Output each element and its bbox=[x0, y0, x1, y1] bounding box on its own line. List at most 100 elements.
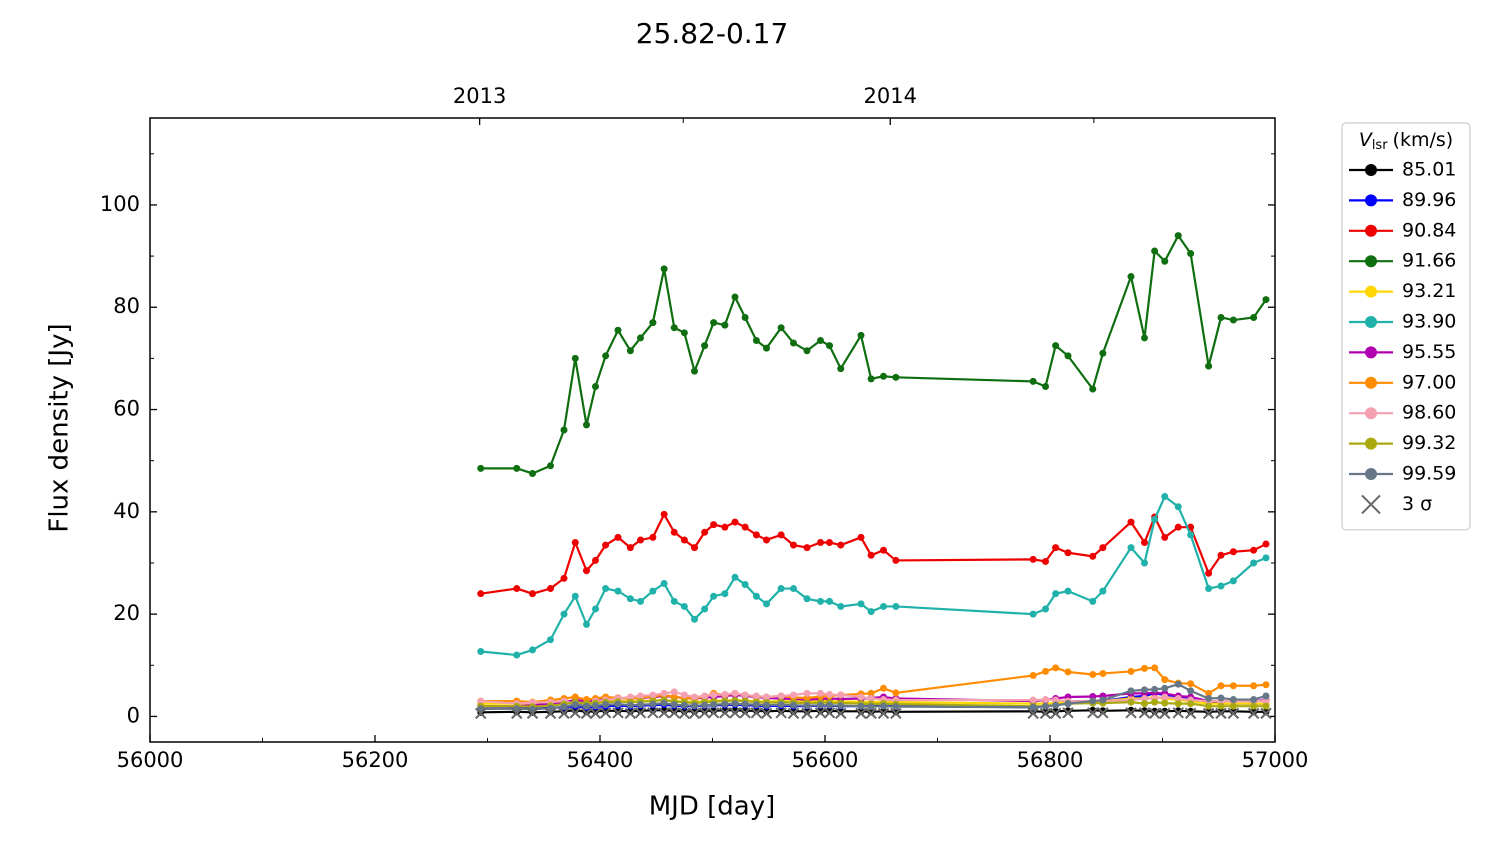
data-point bbox=[626, 701, 634, 709]
legend-marker bbox=[1365, 224, 1377, 237]
data-point bbox=[867, 695, 875, 703]
x-tick-label: 57000 bbox=[1242, 748, 1309, 772]
data-point bbox=[790, 585, 797, 593]
legend-label: 89.96 bbox=[1402, 189, 1456, 211]
data-point bbox=[1052, 342, 1060, 350]
data-point bbox=[691, 693, 698, 701]
legend-marker bbox=[1361, 494, 1381, 515]
sigma-marker bbox=[801, 707, 813, 720]
sigma-marker bbox=[1062, 707, 1074, 719]
data-point bbox=[1089, 697, 1097, 705]
data-point bbox=[763, 701, 770, 709]
data-point bbox=[583, 421, 590, 429]
data-point bbox=[817, 597, 824, 605]
data-point bbox=[1151, 698, 1159, 706]
data-point bbox=[763, 344, 770, 352]
data-point bbox=[1099, 349, 1107, 357]
data-point bbox=[1151, 707, 1159, 715]
data-point bbox=[741, 707, 749, 715]
data-point bbox=[1064, 587, 1072, 595]
data-point bbox=[691, 615, 698, 623]
data-point bbox=[680, 707, 688, 715]
data-point bbox=[1052, 696, 1060, 704]
data-point bbox=[752, 692, 760, 700]
y-tick-label: 100 bbox=[100, 192, 140, 216]
x-tick-label: 56200 bbox=[342, 748, 409, 772]
data-point bbox=[571, 592, 579, 600]
data-point bbox=[680, 329, 688, 337]
data-point bbox=[680, 602, 688, 610]
data-point bbox=[880, 546, 887, 554]
sigma-marker bbox=[1215, 707, 1227, 720]
data-point bbox=[592, 702, 599, 710]
data-point bbox=[867, 689, 875, 697]
data-point bbox=[602, 585, 610, 593]
legend-marker bbox=[1365, 164, 1377, 176]
x-tick-label: 56400 bbox=[567, 748, 634, 772]
data-point bbox=[1174, 707, 1182, 715]
data-point bbox=[614, 707, 622, 715]
data-point bbox=[1151, 516, 1159, 524]
data-point bbox=[691, 544, 698, 552]
x2-tick-label: 2013 bbox=[453, 84, 506, 108]
data-point bbox=[637, 707, 644, 715]
data-point bbox=[592, 556, 599, 564]
sigma-marker bbox=[890, 707, 902, 720]
plot-frame bbox=[149, 117, 1276, 743]
data-point bbox=[1174, 680, 1182, 688]
data-point bbox=[867, 608, 875, 616]
legend-label: 93.21 bbox=[1402, 280, 1456, 302]
data-point bbox=[826, 701, 833, 709]
data-point bbox=[1262, 540, 1270, 548]
data-point bbox=[790, 339, 797, 347]
sigma-marker bbox=[1227, 707, 1240, 720]
data-point bbox=[1042, 696, 1049, 704]
data-point bbox=[1161, 676, 1169, 684]
data-point bbox=[731, 700, 739, 708]
data-point bbox=[477, 464, 485, 472]
data-point bbox=[817, 336, 824, 344]
data-point bbox=[626, 693, 634, 701]
data-point bbox=[752, 531, 760, 539]
data-point bbox=[880, 707, 887, 715]
data-point bbox=[763, 536, 770, 544]
data-point bbox=[857, 331, 865, 339]
legend-title-sub: lsr bbox=[1372, 138, 1388, 153]
data-point bbox=[1174, 503, 1182, 511]
data-point bbox=[1042, 667, 1049, 675]
sigma-marker bbox=[1172, 707, 1184, 719]
data-point bbox=[1127, 544, 1135, 552]
data-point bbox=[1250, 696, 1258, 704]
data-point bbox=[721, 690, 729, 698]
data-point bbox=[1141, 686, 1148, 694]
data-point bbox=[790, 691, 797, 699]
legend-marker bbox=[1365, 316, 1377, 328]
data-point bbox=[857, 600, 865, 608]
data-point bbox=[1141, 707, 1148, 715]
sigma-marker bbox=[787, 707, 800, 720]
data-point bbox=[1217, 702, 1225, 710]
data-point bbox=[660, 689, 668, 697]
data-point bbox=[1029, 696, 1037, 704]
data-point bbox=[803, 707, 811, 715]
data-point bbox=[1161, 492, 1169, 500]
data-point bbox=[547, 636, 554, 644]
data-point bbox=[817, 689, 824, 697]
data-point bbox=[892, 689, 900, 697]
data-point bbox=[741, 523, 749, 531]
data-point bbox=[1262, 702, 1270, 710]
data-point bbox=[560, 703, 568, 711]
legend-marker bbox=[1365, 407, 1377, 420]
y-tick-label: 20 bbox=[113, 601, 140, 625]
data-point bbox=[1217, 694, 1225, 702]
data-point bbox=[1161, 533, 1169, 541]
data-point bbox=[892, 703, 900, 711]
data-point bbox=[614, 587, 622, 595]
data-point bbox=[592, 383, 599, 391]
legend-marker bbox=[1365, 437, 1377, 450]
data-point bbox=[1262, 554, 1270, 562]
legend-label: 90.84 bbox=[1402, 219, 1456, 241]
sigma-marker bbox=[668, 707, 680, 719]
data-point bbox=[1250, 708, 1258, 716]
data-point bbox=[1042, 383, 1049, 391]
